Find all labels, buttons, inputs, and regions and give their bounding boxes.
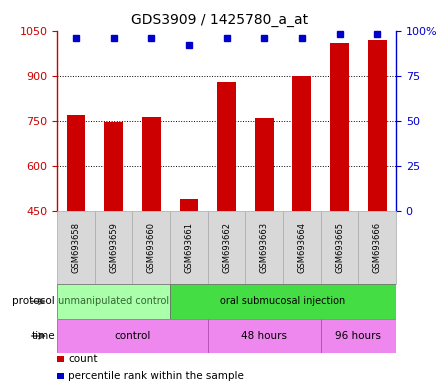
- Text: GSM693664: GSM693664: [297, 222, 306, 273]
- Text: GSM693658: GSM693658: [72, 222, 81, 273]
- Text: GDS3909 / 1425780_a_at: GDS3909 / 1425780_a_at: [132, 13, 308, 27]
- Bar: [358, 211, 396, 284]
- Bar: [57, 319, 208, 353]
- Bar: [217, 82, 236, 211]
- Bar: [283, 211, 321, 284]
- Text: protocol: protocol: [12, 296, 55, 306]
- Text: percentile rank within the sample: percentile rank within the sample: [68, 371, 244, 381]
- Text: GSM693665: GSM693665: [335, 222, 344, 273]
- Bar: [57, 284, 170, 319]
- Bar: [321, 211, 358, 284]
- Text: time: time: [31, 331, 55, 341]
- Text: oral submucosal injection: oral submucosal injection: [220, 296, 346, 306]
- Bar: [246, 211, 283, 284]
- Text: unmanipulated control: unmanipulated control: [58, 296, 169, 306]
- Bar: [180, 199, 198, 211]
- Bar: [142, 118, 161, 211]
- Bar: [368, 40, 387, 211]
- Bar: [66, 115, 85, 211]
- Bar: [208, 319, 321, 353]
- Bar: [57, 211, 95, 284]
- Bar: [293, 76, 312, 211]
- Text: GSM693661: GSM693661: [184, 222, 194, 273]
- Bar: [104, 122, 123, 211]
- Text: GSM693659: GSM693659: [109, 222, 118, 273]
- Text: GSM693662: GSM693662: [222, 222, 231, 273]
- Text: GSM693660: GSM693660: [147, 222, 156, 273]
- Bar: [170, 284, 396, 319]
- Text: 48 hours: 48 hours: [241, 331, 287, 341]
- Text: GSM693666: GSM693666: [373, 222, 381, 273]
- Bar: [95, 211, 132, 284]
- Bar: [170, 211, 208, 284]
- Bar: [330, 43, 349, 211]
- Text: GSM693663: GSM693663: [260, 222, 269, 273]
- Text: count: count: [68, 354, 98, 364]
- Bar: [208, 211, 246, 284]
- Bar: [321, 319, 396, 353]
- Bar: [255, 118, 274, 211]
- Text: 96 hours: 96 hours: [335, 331, 381, 341]
- Bar: [132, 211, 170, 284]
- Text: control: control: [114, 331, 150, 341]
